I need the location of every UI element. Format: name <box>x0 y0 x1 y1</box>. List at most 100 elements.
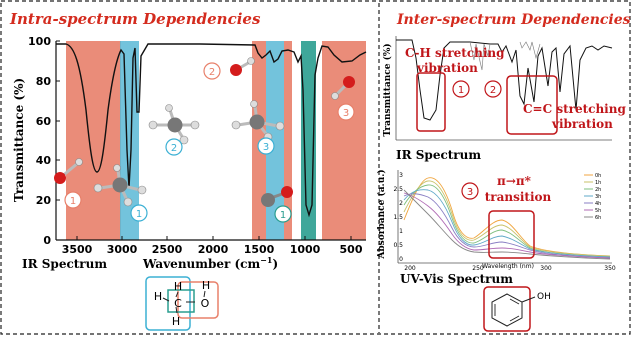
right-caption-uv-vis: UV-Vis Spectrum <box>400 272 513 286</box>
x-tick-label: 1000 <box>290 243 321 256</box>
carbon-atom <box>167 117 183 133</box>
oxygen-atom <box>343 76 355 88</box>
marker-number: 2 <box>209 67 215 78</box>
hydrogen-atom <box>75 158 83 166</box>
hydroxyl-group-box <box>177 281 219 319</box>
y-tick-label: 20 <box>36 194 52 207</box>
uv-vis-plot: Absorbance (a.u.) 3 2.5 2 1.5 1 0.5 0 20… <box>376 169 616 272</box>
marker-number: 2 <box>171 143 177 154</box>
methyl-group-box <box>145 276 191 331</box>
atom-h: H <box>154 290 162 303</box>
atom-h: H <box>172 315 180 328</box>
marker-circle-1 <box>452 80 470 98</box>
ch-stretch-label: C-H stretching <box>405 46 505 60</box>
ir-mini-fine-peaks <box>519 41 541 60</box>
molecule-co-fragment <box>261 186 293 207</box>
x-tick-label: 2500 <box>152 243 183 256</box>
pi-transition-label-2: transition <box>485 190 552 204</box>
uv-y-label: Absorbance (a.u.) <box>376 169 387 259</box>
uv-x-label: Wavelength (nm) <box>482 263 534 270</box>
legend-entry: 4h <box>595 201 601 207</box>
uv-curve <box>403 189 611 258</box>
oxygen-atom <box>281 186 293 198</box>
cc-stretch-box <box>506 75 558 135</box>
x-ticks: 3500 3000 2500 2000 1500 1000 500 <box>62 236 363 256</box>
uv-y-tick: 1.5 <box>393 214 403 221</box>
marker-number: 1 <box>136 209 142 220</box>
uv-legend: 0h 1h 2h 3h 4h 5h 6h <box>584 173 601 221</box>
hydrogen-atom <box>331 92 339 100</box>
atom-h: H <box>174 280 182 293</box>
marker-circle-2 <box>484 80 502 98</box>
cc-stretch-label-2: vibration <box>551 117 613 131</box>
molecule-ch3-fragment-a <box>148 104 200 145</box>
marker-number: 1 <box>70 196 76 207</box>
uv-curve <box>403 193 611 259</box>
legend-entry: 1h <box>595 180 601 186</box>
y-tick-label: 100 <box>28 35 51 48</box>
pi-transition-label: π→π* <box>497 174 532 188</box>
legend-entry: 5h <box>595 208 601 214</box>
x-tick-label: 3000 <box>107 243 138 256</box>
x-tick-label: 2000 <box>198 243 229 256</box>
marker-number: 2 <box>490 85 496 96</box>
marker-circle-3 <box>461 182 479 200</box>
marker-circle-red <box>64 191 82 209</box>
y-tick-label: 40 <box>36 154 52 167</box>
band-mid <box>284 41 292 240</box>
hydrogen-atom <box>247 57 255 65</box>
marker-number: 3 <box>263 142 269 153</box>
carbon-atom <box>249 114 265 130</box>
ir-mini-plot: Transmittance (%) <box>382 36 613 141</box>
oxygen-atom <box>54 172 66 184</box>
marker-circle-blue <box>165 138 183 156</box>
uv-x-tick: 350 <box>604 265 616 272</box>
uv-x-tick: 250 <box>472 265 484 272</box>
y-tick-label: 80 <box>36 75 52 88</box>
band-oh-stretch <box>66 41 121 240</box>
uv-curve <box>403 180 611 257</box>
ch-stretch-label-2: vibration <box>416 61 478 75</box>
right-caption-ir-spectrum: IR Spectrum <box>396 148 481 162</box>
molecule-ch3-fragment-c <box>231 100 285 142</box>
cc-stretch-label: C=C stretching <box>523 102 626 116</box>
molecule-oh-fragment-3 <box>331 76 355 100</box>
phenol-ring-box <box>483 286 531 332</box>
ir-mini-fine-peaks <box>469 41 491 71</box>
uv-curve <box>403 184 611 258</box>
marker-number: 3 <box>343 108 349 119</box>
benzene-ring <box>491 293 523 327</box>
x-axis-label: Wavenumber (cm−1) <box>142 255 278 271</box>
x-tick-label: 500 <box>340 243 363 256</box>
uv-y-tick: 2.5 <box>393 186 403 193</box>
uv-x-tick: 300 <box>540 265 552 272</box>
x-tick-label: 3500 <box>62 243 93 256</box>
marker-number: 1 <box>458 85 464 96</box>
methanol-structure: H H C O H H <box>145 276 219 331</box>
atom-c: C <box>174 297 182 310</box>
band-oh-wag <box>322 41 366 240</box>
uv-y-tick: 0.5 <box>393 242 403 249</box>
carbon-atom <box>112 177 128 193</box>
legend-entry: 6h <box>595 215 601 221</box>
molecule-oh-fragment <box>54 158 83 184</box>
uv-x-tick: 200 <box>404 265 416 272</box>
marker-circle-red <box>337 103 355 121</box>
marker-circle-teal <box>274 205 292 223</box>
y-axis-label: Transmittance (%) <box>12 78 26 202</box>
marker-circle-red <box>203 62 221 80</box>
uv-y-tick: 3 <box>399 172 403 179</box>
legend-entry: 0h <box>595 173 601 179</box>
uv-curve <box>403 177 611 257</box>
marker-number: 3 <box>467 187 473 198</box>
marker-number: 1 <box>280 210 286 221</box>
uv-y-tick: 0 <box>399 256 403 263</box>
band-oh-bend <box>252 41 266 240</box>
ch-stretch-box <box>416 72 446 132</box>
uv-y-tick: 1 <box>399 228 403 235</box>
uv-y-tick: 2 <box>399 200 403 207</box>
uv-curve <box>403 192 611 259</box>
